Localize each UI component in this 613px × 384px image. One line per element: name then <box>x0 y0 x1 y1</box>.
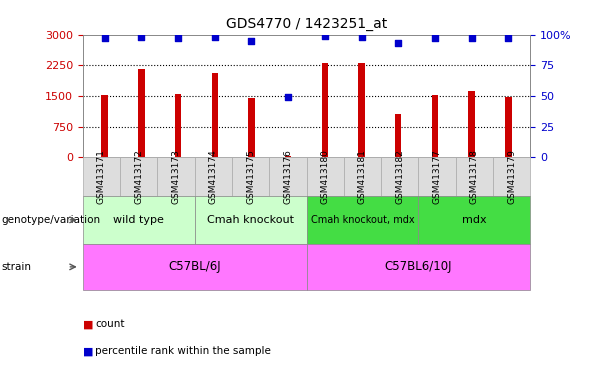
Text: GSM413175: GSM413175 <box>246 149 255 204</box>
Point <box>173 35 183 41</box>
Text: genotype/variation: genotype/variation <box>1 215 101 225</box>
Point <box>320 33 330 39</box>
Text: GSM413172: GSM413172 <box>134 149 143 204</box>
Text: ■: ■ <box>83 346 93 356</box>
Text: GSM413181: GSM413181 <box>358 149 367 204</box>
Bar <box>468 91 475 157</box>
Point <box>357 34 367 40</box>
Point <box>283 94 293 100</box>
Text: C57BL6/10J: C57BL6/10J <box>384 260 452 273</box>
Point <box>137 34 147 40</box>
Bar <box>175 94 181 157</box>
Text: percentile rank within the sample: percentile rank within the sample <box>95 346 271 356</box>
Point <box>246 38 256 44</box>
Bar <box>505 97 511 157</box>
Bar <box>248 98 255 157</box>
Text: GSM413174: GSM413174 <box>209 149 218 204</box>
Bar <box>395 114 402 157</box>
Text: GDS4770 / 1423251_at: GDS4770 / 1423251_at <box>226 17 387 31</box>
Text: GSM413178: GSM413178 <box>470 149 479 204</box>
Point <box>394 40 403 46</box>
Point <box>430 35 440 41</box>
Bar <box>358 63 365 157</box>
Bar <box>322 63 328 157</box>
Text: C57BL/6J: C57BL/6J <box>169 260 221 273</box>
Text: count: count <box>95 319 124 329</box>
Text: GSM413171: GSM413171 <box>97 149 106 204</box>
Point <box>210 34 219 40</box>
Point <box>503 35 513 41</box>
Text: GSM413176: GSM413176 <box>283 149 292 204</box>
Text: wild type: wild type <box>113 215 164 225</box>
Point <box>100 35 110 41</box>
Bar <box>102 95 108 157</box>
Text: mdx: mdx <box>462 215 487 225</box>
Text: Cmah knockout, mdx: Cmah knockout, mdx <box>311 215 414 225</box>
Text: GSM413177: GSM413177 <box>433 149 441 204</box>
Text: Cmah knockout: Cmah knockout <box>207 215 294 225</box>
Text: GSM413179: GSM413179 <box>507 149 516 204</box>
Point <box>466 35 476 41</box>
Text: strain: strain <box>1 262 31 272</box>
Text: ■: ■ <box>83 319 93 329</box>
Bar <box>432 95 438 157</box>
Bar <box>285 156 291 157</box>
Text: GSM413180: GSM413180 <box>321 149 330 204</box>
Text: GSM413182: GSM413182 <box>395 149 404 204</box>
Bar <box>138 70 145 157</box>
Text: GSM413173: GSM413173 <box>172 149 180 204</box>
Bar <box>211 73 218 157</box>
